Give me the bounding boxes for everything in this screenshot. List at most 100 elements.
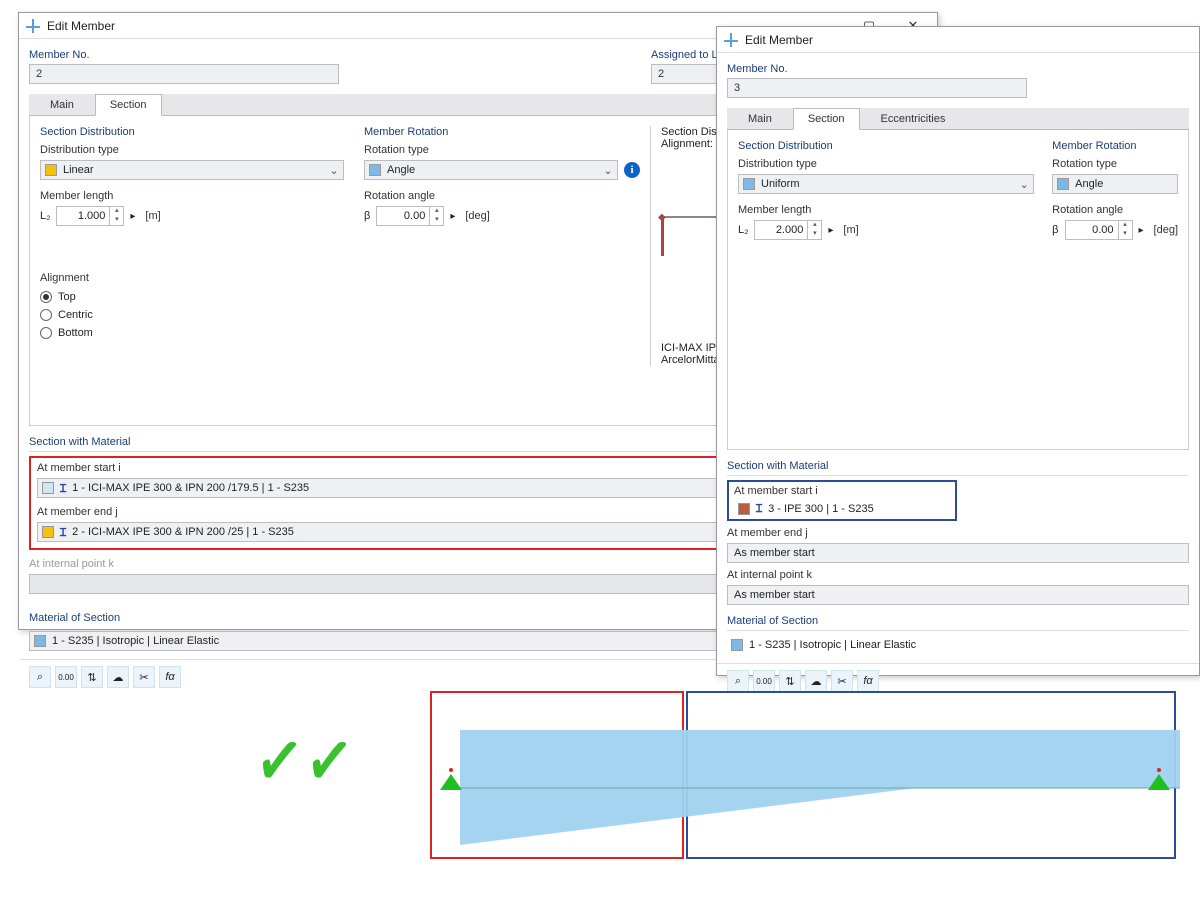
distribution-type-label: Distribution type <box>40 144 344 156</box>
color-swatch-icon <box>743 178 755 190</box>
internal-point-label: At internal point k <box>727 569 1189 581</box>
member-start-label: At member start i <box>734 485 950 497</box>
chevron-down-icon: ⌄ <box>329 164 339 177</box>
app-icon <box>25 18 41 34</box>
member-end-value[interactable]: As member start <box>727 543 1189 563</box>
distribution-type-select[interactable]: Linear ⌄ <box>40 160 344 180</box>
support-right-icon <box>1148 774 1170 790</box>
rotation-type-label: Rotation type <box>1052 158 1178 170</box>
tab-main[interactable]: Main <box>733 107 787 129</box>
section-with-material-title: Section with Material <box>727 460 1189 476</box>
checkmark-icon: ✓ <box>301 716 357 805</box>
length-symbol: L₂ <box>738 224 748 236</box>
alignment-top-label: Top <box>58 291 76 303</box>
angle-unit: [deg] <box>465 210 489 222</box>
tool-cloud-icon[interactable]: ☁ <box>805 670 827 692</box>
material-select[interactable]: 1 - S235 | Isotropic | Linear Elastic <box>727 635 1189 655</box>
tool-cloud-icon[interactable]: ☁ <box>107 666 129 688</box>
tool-zoom-icon[interactable]: ⌕ <box>727 670 749 692</box>
chevron-down-icon: ⌄ <box>1019 178 1029 191</box>
tool-function-icon[interactable]: fα <box>159 666 181 688</box>
ibeam-icon: Ɪ <box>60 525 66 540</box>
spin-down-icon[interactable]: ▾ <box>429 216 443 225</box>
beam-diagram <box>460 730 1180 850</box>
spin-down-icon[interactable]: ▾ <box>109 216 123 225</box>
material-select[interactable]: 1 - S235 | Isotropic | Linear Elastic ⌄ <box>29 631 788 651</box>
spin-up-icon[interactable]: ▴ <box>1118 221 1132 230</box>
rotation-angle-label: Rotation angle <box>1052 204 1178 216</box>
section-distribution-title: Section Distribution <box>40 126 344 138</box>
spin-down-icon[interactable]: ▾ <box>1118 230 1132 239</box>
distribution-type-label: Distribution type <box>738 158 1034 170</box>
ibeam-icon: Ɪ <box>60 481 66 496</box>
alignment-centric-radio[interactable]: Centric <box>40 306 344 324</box>
distribution-type-value: Linear <box>63 164 323 176</box>
rotation-angle-label: Rotation angle <box>364 190 640 202</box>
member-end-value: 2 - ICI-MAX IPE 300 & IPN 200 /25 | 1 - … <box>72 526 782 538</box>
tool-precision-icon[interactable]: 0.00 <box>55 666 77 688</box>
angle-symbol: β <box>1052 224 1058 236</box>
distribution-type-select[interactable]: Uniform ⌄ <box>738 174 1034 194</box>
alignment-label: Alignment <box>40 272 344 284</box>
rotation-angle-input[interactable]: 0.00 ▴▾ <box>376 206 444 226</box>
color-swatch-icon <box>731 639 743 651</box>
member-no-label: Member No. <box>29 49 339 61</box>
alignment-centric-label: Centric <box>58 309 93 321</box>
tab-section[interactable]: Section <box>95 94 162 116</box>
alignment-bottom-radio[interactable]: Bottom <box>40 324 344 342</box>
spin-down-icon[interactable]: ▾ <box>807 230 821 239</box>
titlebar: Edit Member <box>717 27 1199 53</box>
color-swatch-icon <box>369 164 381 176</box>
rotation-type-select[interactable]: Angle ⌄ <box>364 160 618 180</box>
tool-swap-icon[interactable]: ⇅ <box>779 670 801 692</box>
double-checkmark: ✓ ✓ <box>250 720 346 802</box>
member-rotation-title: Member Rotation <box>364 126 640 138</box>
member-no-input[interactable]: 2 <box>29 64 339 84</box>
member-length-input[interactable]: 1.000 ▴▾ <box>56 206 124 226</box>
color-swatch-icon <box>34 635 46 647</box>
angle-symbol: β <box>364 210 370 222</box>
ibeam-icon: Ɪ <box>756 501 762 516</box>
rotation-angle-input[interactable]: 0.00 ▴▾ <box>1065 220 1133 240</box>
spin-up-icon[interactable]: ▴ <box>429 207 443 216</box>
distribution-type-value: Uniform <box>761 178 1013 190</box>
tool-function-icon[interactable]: fα <box>857 670 879 692</box>
color-swatch-icon <box>42 482 54 494</box>
length-unit: [m] <box>843 224 858 236</box>
length-unit: [m] <box>145 210 160 222</box>
member-length-label: Member length <box>738 204 1034 216</box>
material-of-section-title: Material of Section <box>29 612 778 627</box>
member-end-select[interactable]: Ɪ 2 - ICI-MAX IPE 300 & IPN 200 /25 | 1 … <box>37 522 803 542</box>
tool-zoom-icon[interactable]: ⌕ <box>29 666 51 688</box>
member-no-label: Member No. <box>727 63 1027 75</box>
rotation-angle-value: 0.00 <box>1066 224 1118 236</box>
tool-precision-icon[interactable]: 0.00 <box>753 670 775 692</box>
rotation-type-select[interactable]: Angle <box>1052 174 1178 194</box>
rotation-type-value: Angle <box>1075 178 1173 190</box>
tab-eccentricities[interactable]: Eccentricities <box>866 107 961 129</box>
member-start-select[interactable]: Ɪ 3 - IPE 300 | 1 - S235 <box>734 501 950 516</box>
tab-section[interactable]: Section <box>793 108 860 130</box>
member-length-input[interactable]: 2.000 ▴▾ <box>754 220 822 240</box>
tool-cut-icon[interactable]: ✂ <box>831 670 853 692</box>
color-swatch-icon <box>1057 178 1069 190</box>
member-length-value: 1.000 <box>57 210 109 222</box>
tool-cut-icon[interactable]: ✂ <box>133 666 155 688</box>
member-no-input[interactable]: 3 <box>727 78 1027 98</box>
rotation-type-label: Rotation type <box>364 144 640 156</box>
window-title: Edit Member <box>745 33 1197 47</box>
length-symbol: L₂ <box>40 210 50 222</box>
tab-main[interactable]: Main <box>35 93 89 115</box>
window-title: Edit Member <box>47 19 803 33</box>
internal-point-value[interactable]: As member start <box>727 585 1189 605</box>
alignment-top-radio[interactable]: Top <box>40 288 344 306</box>
tool-swap-icon[interactable]: ⇅ <box>81 666 103 688</box>
rotation-angle-value: 0.00 <box>377 210 429 222</box>
material-value: 1 - S235 | Isotropic | Linear Elastic <box>749 639 1185 651</box>
spin-up-icon[interactable]: ▴ <box>109 207 123 216</box>
spin-up-icon[interactable]: ▴ <box>807 221 821 230</box>
section-distribution-title: Section Distribution <box>738 140 1034 152</box>
rotation-type-value: Angle <box>387 164 597 176</box>
member-start-select[interactable]: Ɪ 1 - ICI-MAX IPE 300 & IPN 200 /179.5 |… <box>37 478 803 498</box>
info-icon[interactable]: i <box>624 162 640 178</box>
